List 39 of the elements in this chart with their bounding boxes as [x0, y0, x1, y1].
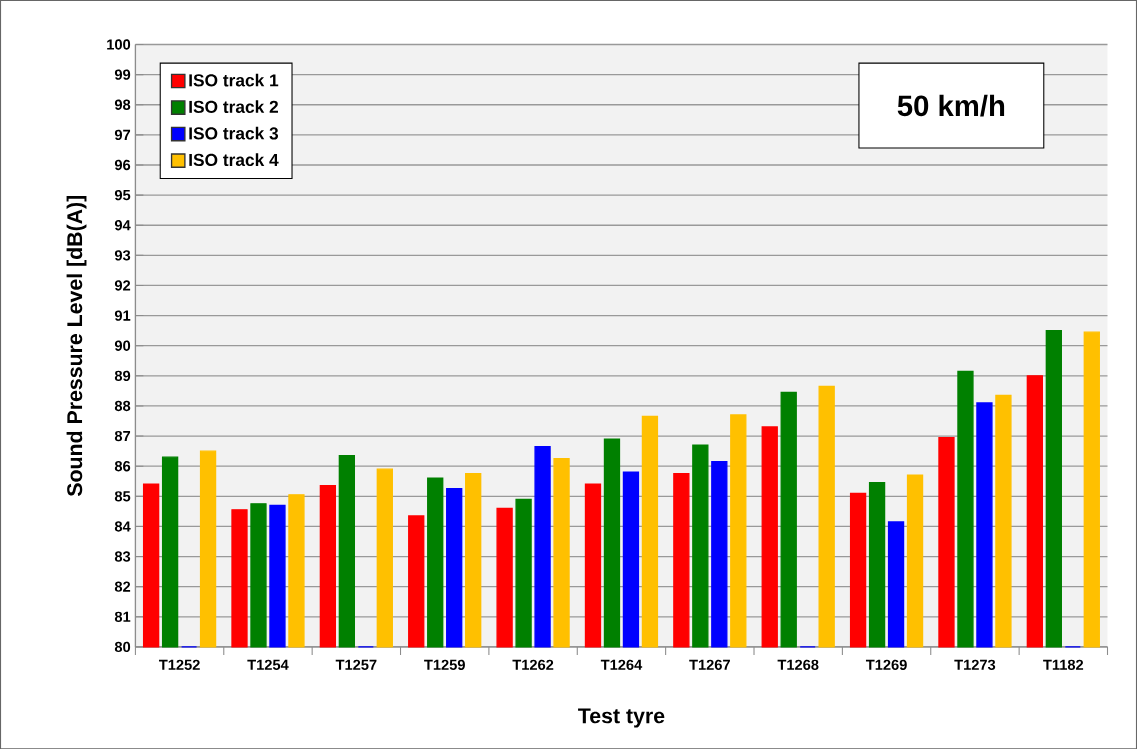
x-axis-title: Test tyre — [578, 708, 665, 728]
y-tick-label: 81 — [114, 611, 131, 622]
x-tick-label: T1267 — [689, 659, 730, 670]
legend-label: ISO track 4 — [189, 153, 279, 166]
y-tick-label: 98 — [114, 99, 131, 110]
y-tick-label: 97 — [114, 129, 131, 140]
legend-label: ISO track 2 — [189, 100, 278, 113]
y-tick-label: 96 — [114, 159, 131, 170]
y-tick-label: 91 — [114, 310, 131, 321]
y-tick-label: 84 — [114, 521, 131, 532]
x-tick-label: T1259 — [424, 659, 465, 670]
y-tick-label: 83 — [114, 551, 131, 562]
x-tick-label: T1254 — [247, 659, 289, 670]
x-tick-label: T1252 — [158, 659, 200, 670]
y-tick-label: 95 — [114, 189, 131, 201]
y-tick-label: 94 — [114, 219, 131, 231]
y-tick-label: 87 — [114, 430, 131, 442]
y-tick-label: 100 — [107, 39, 131, 50]
x-tick-label: T1268 — [777, 659, 819, 670]
y-tick-label: 99 — [114, 69, 131, 80]
x-tick-label: T1182 — [1043, 659, 1084, 670]
y-tick-label: 90 — [114, 340, 131, 351]
annotation: 50 km/h — [897, 94, 1005, 117]
x-tick-label: T1257 — [335, 659, 377, 670]
legend-label: ISO track 3 — [189, 126, 279, 140]
x-tick-label: T1269 — [865, 659, 907, 670]
y-tick-label: 93 — [114, 249, 131, 261]
y-tick-label: 88 — [114, 400, 131, 411]
y-tick-label: 86 — [114, 460, 131, 472]
x-tick-label: T1262 — [512, 659, 554, 670]
y-tick-label: 85 — [114, 490, 131, 502]
y-tick-label: 80 — [114, 641, 131, 652]
x-tick-label: T1264 — [600, 659, 643, 670]
y-tick-label: 82 — [114, 581, 131, 592]
y-axis-title: Sound Pressure Level [dB(A)] — [66, 195, 87, 496]
y-tick-label: 92 — [114, 280, 131, 291]
x-tick-label: T1273 — [954, 659, 996, 670]
legend-label: ISO track 1 — [189, 73, 279, 87]
y-tick-label: 89 — [114, 370, 131, 381]
